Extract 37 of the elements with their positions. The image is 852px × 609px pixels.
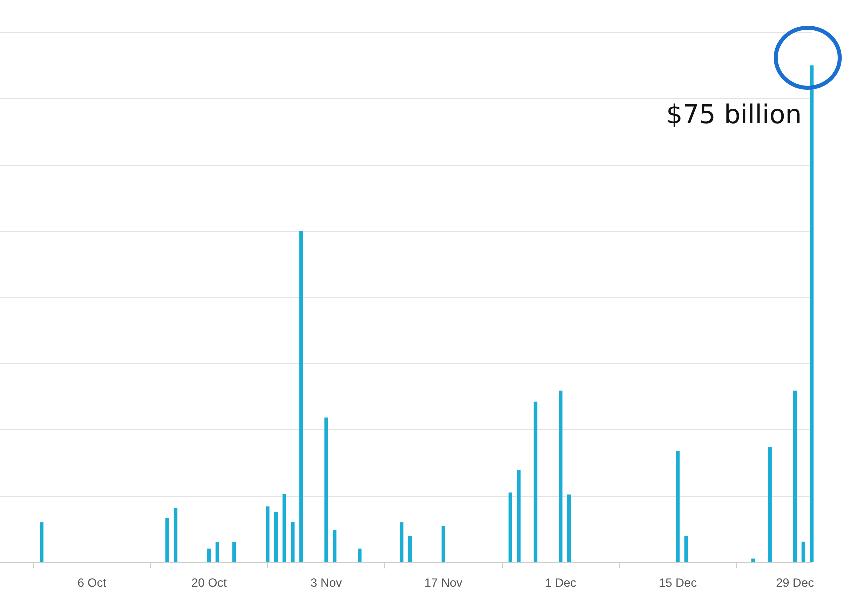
x-tick-label: 1 Dec [545, 576, 577, 590]
bar [274, 512, 278, 562]
bar [559, 390, 563, 562]
x-tick-label: 15 Dec [659, 576, 698, 590]
bar [768, 448, 772, 562]
bar [324, 418, 328, 562]
bar [232, 542, 236, 562]
bar [752, 558, 756, 562]
bar [442, 526, 446, 562]
bar [400, 522, 404, 562]
bar [684, 536, 688, 562]
bar [333, 530, 337, 562]
bar [810, 66, 814, 562]
annotation: $75 billion [666, 100, 802, 131]
bar [207, 548, 212, 562]
x-tick-label: 29 Dec [776, 576, 814, 590]
x-tick-label: 3 Nov [310, 576, 342, 590]
x-tick-label: 20 Oct [192, 576, 228, 590]
bar [408, 536, 412, 562]
bar [166, 518, 170, 562]
bar [534, 402, 538, 562]
bar [802, 542, 806, 562]
x-tick-label: 17 Nov [424, 576, 463, 590]
bar [567, 494, 572, 562]
bar [282, 494, 286, 562]
bar [300, 231, 304, 562]
bar [358, 548, 362, 562]
bar [508, 492, 512, 562]
bar [216, 542, 220, 562]
bar [517, 470, 521, 562]
bar [266, 506, 270, 562]
bar [793, 390, 798, 562]
bar [676, 451, 680, 562]
x-tick-label: 6 Oct [78, 576, 108, 590]
bar [174, 508, 178, 562]
bar [40, 522, 44, 562]
bar [291, 522, 295, 562]
